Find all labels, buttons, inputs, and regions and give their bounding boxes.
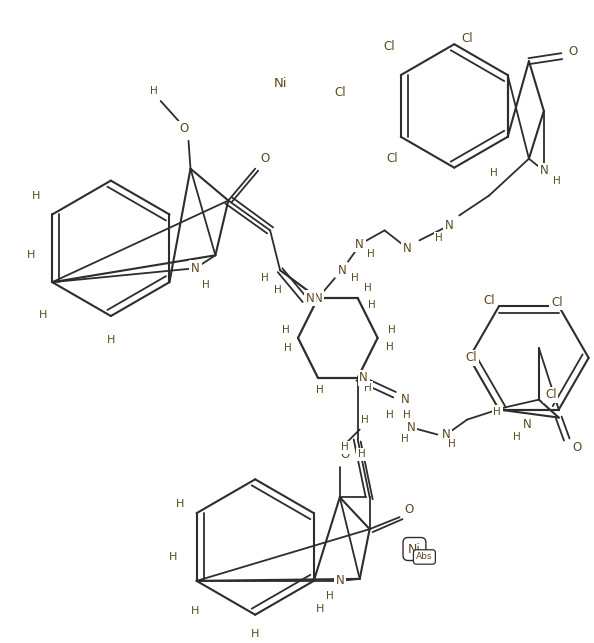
- Text: N: N: [355, 238, 364, 251]
- Text: H: H: [368, 300, 375, 310]
- Text: H: H: [351, 273, 359, 283]
- Text: H: H: [513, 433, 521, 442]
- Text: H: H: [282, 325, 290, 335]
- Text: H: H: [364, 383, 371, 393]
- Text: H: H: [39, 310, 48, 320]
- Text: H: H: [326, 591, 334, 601]
- Text: H: H: [32, 190, 40, 201]
- Text: N: N: [359, 371, 368, 385]
- Text: H: H: [388, 325, 396, 335]
- Text: H: H: [27, 250, 36, 260]
- Text: H: H: [201, 280, 209, 290]
- Text: Cl: Cl: [465, 351, 477, 365]
- Text: O: O: [340, 448, 349, 461]
- Text: H: H: [448, 439, 456, 449]
- Text: O: O: [179, 122, 188, 135]
- Text: H: H: [168, 552, 177, 562]
- Text: H: H: [150, 86, 157, 96]
- Text: N: N: [336, 574, 344, 587]
- Text: N: N: [407, 421, 416, 434]
- Text: Cl: Cl: [462, 32, 473, 45]
- Text: H: H: [261, 273, 269, 283]
- Text: N: N: [401, 393, 410, 406]
- Text: Cl: Cl: [384, 40, 396, 53]
- Text: H: H: [107, 335, 115, 345]
- Text: Ni: Ni: [273, 77, 287, 89]
- Text: Ni: Ni: [408, 543, 421, 556]
- Text: O: O: [405, 503, 414, 516]
- Text: H: H: [386, 410, 393, 420]
- Text: H: H: [341, 442, 349, 453]
- Text: Abs: Abs: [416, 552, 432, 561]
- Text: N: N: [523, 418, 531, 431]
- Text: N: N: [305, 292, 314, 305]
- Text: N: N: [191, 262, 200, 275]
- Text: N: N: [314, 292, 323, 305]
- Text: H: H: [251, 629, 260, 638]
- Text: H: H: [191, 606, 200, 616]
- Text: H: H: [553, 176, 561, 186]
- Text: Cl: Cl: [387, 152, 399, 165]
- Text: N: N: [442, 428, 451, 441]
- Text: H: H: [315, 604, 324, 614]
- Text: H: H: [274, 285, 282, 295]
- Text: H: H: [400, 435, 408, 444]
- Text: H: H: [493, 406, 501, 417]
- Text: O: O: [572, 441, 582, 454]
- Text: H: H: [316, 385, 324, 395]
- Text: H: H: [358, 449, 365, 459]
- Text: H: H: [386, 342, 393, 352]
- Text: H: H: [403, 410, 410, 420]
- Text: N: N: [337, 264, 346, 276]
- Text: O: O: [261, 152, 270, 165]
- Text: H: H: [490, 168, 498, 177]
- Text: H: H: [176, 499, 185, 509]
- Text: N: N: [539, 164, 548, 177]
- Text: H: H: [284, 343, 292, 353]
- Text: O: O: [568, 44, 577, 58]
- Text: Cl: Cl: [484, 294, 495, 307]
- Text: H: H: [435, 233, 443, 243]
- Text: H: H: [366, 249, 375, 259]
- Text: H: H: [364, 283, 371, 293]
- Text: N: N: [445, 219, 454, 232]
- Text: Cl: Cl: [545, 388, 557, 401]
- Text: N: N: [403, 242, 412, 255]
- Text: Cl: Cl: [334, 87, 346, 100]
- Text: H: H: [361, 415, 368, 424]
- Text: Cl: Cl: [551, 296, 563, 309]
